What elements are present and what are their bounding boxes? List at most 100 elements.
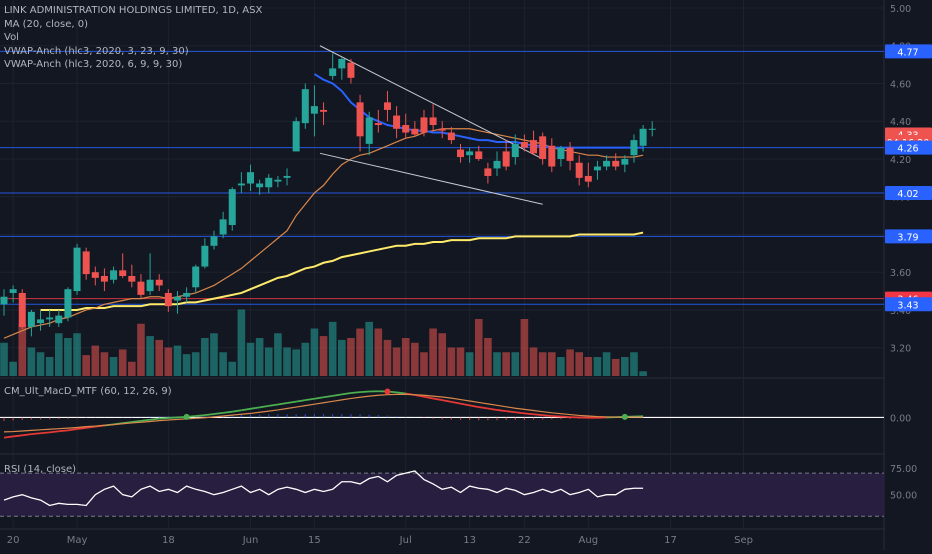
candle-body — [156, 280, 163, 286]
candle-body — [74, 248, 81, 291]
macd-line-segment — [214, 413, 223, 414]
volume-bar — [429, 329, 437, 377]
volume-bar — [457, 348, 465, 377]
candle-body — [557, 148, 564, 159]
candle-body — [402, 125, 409, 133]
volume-bars — [0, 310, 647, 377]
price-label-text: 4.77 — [897, 47, 918, 58]
time-tick-label: 22 — [518, 535, 531, 546]
volume-bar — [311, 329, 319, 377]
volume-bar — [329, 322, 337, 376]
volume-bar — [146, 336, 154, 376]
candle-body — [147, 280, 154, 291]
candle-body — [576, 163, 583, 178]
macd-line-segment — [497, 410, 506, 411]
volume-bar — [402, 338, 410, 376]
volume-bar — [603, 352, 611, 376]
candle-body — [165, 293, 172, 306]
candle-body — [530, 140, 537, 153]
macd-line-segment — [451, 402, 460, 404]
macd-line-segment — [296, 400, 305, 401]
time-tick-label: Jul — [399, 535, 412, 546]
volume-bar — [73, 333, 81, 376]
candle-body — [192, 267, 199, 288]
time-tick-label: Sep — [734, 535, 753, 546]
volume-bar — [320, 336, 328, 376]
candle-body — [210, 236, 217, 245]
volume-bar — [165, 348, 173, 377]
macd-line-segment — [287, 402, 296, 403]
volume-bar — [82, 355, 90, 376]
price-label-text: 4.26 — [897, 144, 918, 155]
macd-line-segment — [479, 407, 488, 408]
candles — [1, 53, 656, 336]
time-tick-label: May — [67, 535, 88, 546]
volume-bar — [238, 310, 246, 377]
volume-bar — [539, 352, 547, 376]
volume-bar — [301, 343, 309, 376]
candle-body — [484, 168, 491, 176]
volume-bar — [484, 338, 492, 376]
candle-body — [119, 270, 126, 276]
price-tick-label: 4.40 — [890, 117, 911, 128]
time-tick-label: 18 — [162, 535, 175, 546]
candle-body — [347, 63, 354, 78]
volume-bar — [64, 338, 72, 376]
macd-cross-dot — [384, 389, 390, 395]
macd-line-segment — [168, 417, 177, 418]
rsi-tick-label: 50.00 — [890, 491, 917, 502]
candle-body — [329, 68, 336, 76]
candle-body — [311, 106, 318, 114]
candle-body — [430, 117, 437, 125]
macd-line-segment — [397, 392, 406, 393]
volume-bar — [338, 340, 346, 376]
price-label-text: 3.43 — [897, 300, 918, 311]
candle-body — [238, 184, 245, 186]
volume-bar — [137, 324, 145, 376]
volume-bar — [621, 357, 629, 376]
candle-body — [128, 276, 135, 282]
volume-bar — [356, 329, 364, 377]
candle-body — [521, 142, 528, 148]
volume-bar — [347, 338, 355, 376]
candle-body — [640, 129, 647, 146]
time-tick-label: 15 — [308, 535, 321, 546]
volume-bar — [557, 357, 565, 376]
candle-body — [10, 289, 17, 293]
time-tick-label: Aug — [579, 535, 599, 546]
candle-body — [494, 161, 501, 169]
macd-line-segment — [159, 418, 168, 419]
volume-bar — [37, 352, 45, 376]
macd-line-segment — [324, 396, 333, 397]
macd-line-segment — [68, 429, 77, 430]
macd-line-segment — [424, 397, 433, 399]
candle-body — [448, 133, 455, 141]
candle-body — [420, 117, 427, 132]
candle-body — [621, 159, 628, 165]
macd-line-segment — [196, 415, 205, 416]
volume-bar — [575, 352, 583, 376]
macd-line-segment — [433, 398, 442, 400]
horizontal-lines — [0, 51, 884, 304]
macd-line-segment — [506, 411, 515, 412]
volume-bar — [521, 319, 529, 376]
volume-bar — [128, 362, 136, 376]
candle-body — [92, 272, 99, 278]
volume-bar — [384, 340, 392, 376]
volume-bar — [612, 359, 620, 376]
macd-line-segment — [461, 404, 470, 406]
ma-line — [314, 74, 643, 148]
macd-line-segment — [41, 432, 50, 433]
volume-bar — [530, 348, 538, 377]
candle-body — [1, 297, 8, 305]
macd-line-segment — [524, 413, 533, 414]
volume-bar — [502, 352, 510, 376]
macd-line-segment — [59, 430, 68, 431]
time-tick-label: 13 — [463, 535, 476, 546]
rsi-pane — [0, 471, 884, 516]
candle-body — [137, 282, 144, 295]
macd-line-segment — [141, 420, 150, 421]
